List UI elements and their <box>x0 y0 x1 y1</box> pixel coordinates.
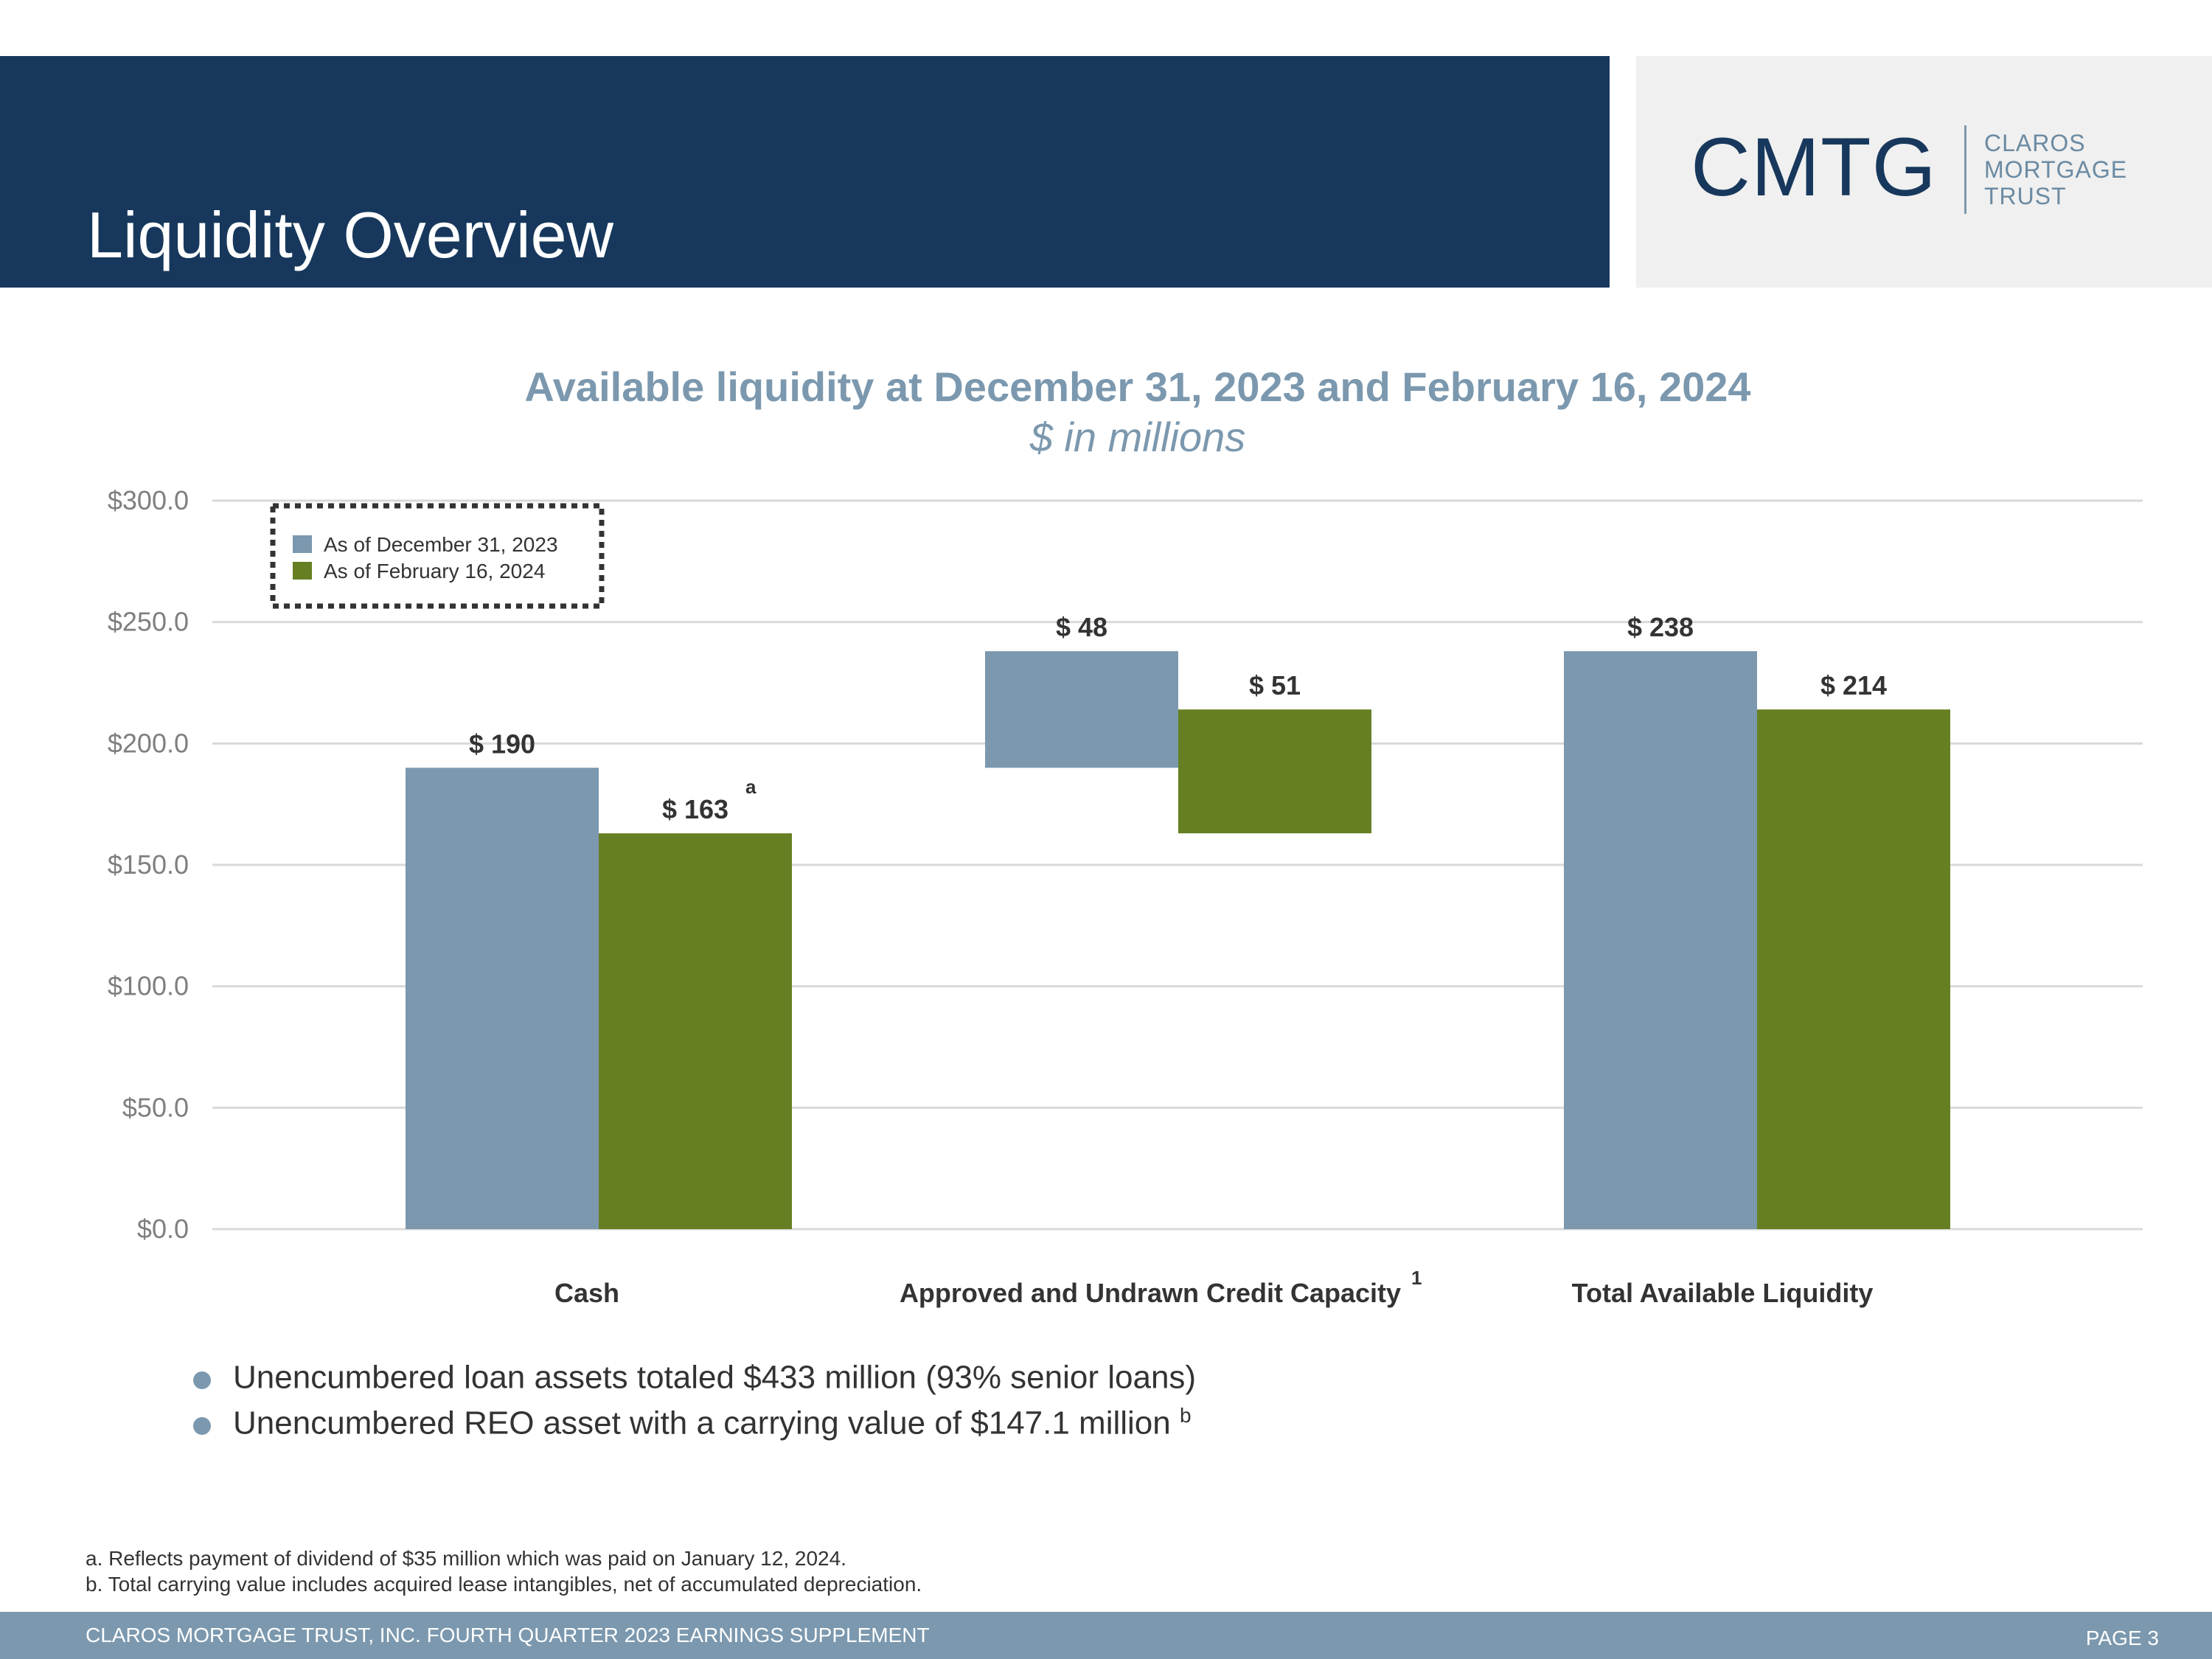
footer-text: CLAROS MORTGAGE TRUST, INC. FOURTH QUART… <box>86 1624 930 1646</box>
logo-panel <box>1636 56 2212 288</box>
logo-text: CLAROS MORTGAGE TRUST <box>1984 130 2127 209</box>
page-title: Liquidity Overview <box>87 198 614 271</box>
logo-line: MORTGAGE <box>1984 156 2128 183</box>
bullet-text-main: Unencumbered REO asset with a carrying v… <box>233 1405 1180 1441</box>
y-tick-label: $0.0 <box>137 1214 189 1244</box>
y-tick-label: $200.0 <box>108 728 189 758</box>
page-number: PAGE 3 <box>2085 1627 2159 1649</box>
data-label: $ 48 <box>1056 612 1107 642</box>
logo-line: CLAROS <box>1984 130 2086 156</box>
x-tick-superscript: 1 <box>1411 1267 1422 1289</box>
logo-line: TRUST <box>1984 183 2067 209</box>
data-label-superscript: a <box>745 776 757 798</box>
footnotes: a. Reflects payment of dividend of $35 m… <box>86 1545 922 1597</box>
bullet-superscript: b <box>1179 1404 1192 1427</box>
logo-divider <box>1964 125 1966 214</box>
bullet-dot-icon <box>193 1417 211 1435</box>
bar <box>1564 651 1757 1229</box>
bullet-text: Unencumbered loan assets totaled $433 mi… <box>233 1358 1196 1397</box>
y-tick-label: $250.0 <box>108 607 189 637</box>
legend-swatch <box>293 562 312 580</box>
footnote: a. Reflects payment of dividend of $35 m… <box>86 1547 846 1570</box>
data-label: $ 163 <box>662 794 728 824</box>
bullet-text: Unencumbered REO asset with a carrying v… <box>233 1404 1192 1442</box>
bullet-text-main: Unencumbered loan assets totaled $433 mi… <box>233 1359 1197 1396</box>
logo-mark: CMTG <box>1691 121 1937 213</box>
data-label: $ 51 <box>1249 670 1301 700</box>
legend-label: As of December 31, 2023 <box>324 533 558 556</box>
footer-bar <box>0 1612 2212 1659</box>
data-label: $ 214 <box>1820 670 1887 700</box>
y-tick-label: $300.0 <box>108 485 189 515</box>
liquidity-chart: $0.0 $50.0 $100.0 $150.0 $200.0 $250.0 $300.0 $… <box>108 485 2143 1308</box>
legend-label: As of February 16, 2024 <box>324 560 545 582</box>
y-tick-label: $100.0 <box>108 971 189 1001</box>
x-tick-label: Total Available Liquidity <box>1572 1278 1874 1308</box>
chart-subtitle: $ in millions <box>1029 414 1246 460</box>
footnote: b. Total carrying value includes acquire… <box>86 1573 922 1596</box>
data-label: $ 190 <box>469 728 535 759</box>
bar <box>985 651 1178 768</box>
data-label: $ 238 <box>1627 612 1694 642</box>
x-tick-label: Cash <box>554 1278 619 1308</box>
bar <box>406 768 599 1229</box>
bullet-dot-icon <box>193 1371 211 1389</box>
x-tick-label: Approved and Undrawn Credit Capacity <box>900 1278 1401 1308</box>
bar <box>599 833 792 1229</box>
legend-frame <box>270 503 605 609</box>
y-tick-label: $50.0 <box>122 1092 189 1122</box>
chart-title: Available liquidity at December 31, 2023… <box>524 364 1751 410</box>
header-bar <box>0 56 1610 288</box>
bar <box>1757 709 1950 1229</box>
bar <box>1178 709 1371 834</box>
legend-swatch <box>293 535 312 553</box>
y-tick-label: $150.0 <box>108 849 189 880</box>
